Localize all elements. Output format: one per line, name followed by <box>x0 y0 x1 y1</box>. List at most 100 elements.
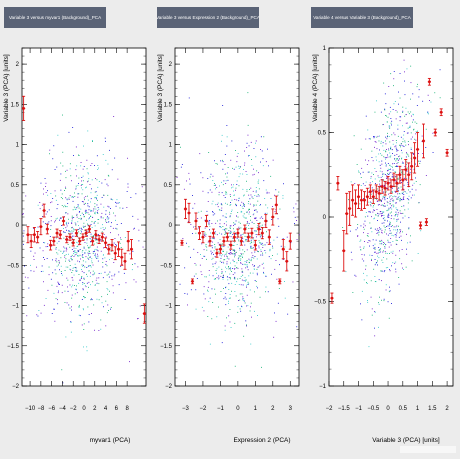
scatter-point <box>363 248 364 249</box>
scatter-point <box>400 120 401 121</box>
scatter-point <box>109 150 110 151</box>
scatter-point <box>263 263 264 264</box>
scatter-point <box>386 149 387 150</box>
scatter-point <box>194 276 195 277</box>
scatter-point <box>125 237 126 238</box>
scatter-point <box>47 243 48 244</box>
scatter-point <box>206 259 207 260</box>
scatter-point <box>371 151 372 152</box>
scatter-point <box>74 285 75 286</box>
scatter-point <box>130 253 131 254</box>
scatter-point <box>383 196 384 197</box>
scatter-point <box>396 235 397 236</box>
scatter-point <box>263 158 264 159</box>
scatter-point <box>232 238 233 239</box>
scatter-point <box>238 200 239 201</box>
scatter-point <box>228 247 229 248</box>
scatter-point <box>234 291 235 292</box>
scatter-point <box>223 298 224 299</box>
scatter-point <box>226 228 227 229</box>
scatter-point <box>406 193 407 194</box>
scatter-point <box>236 252 237 253</box>
scatter-point <box>249 155 250 156</box>
scatter-point <box>266 276 267 277</box>
scatter-point <box>95 256 96 257</box>
scatter-point <box>420 161 421 162</box>
scatter-point <box>262 151 263 152</box>
scatter-point <box>407 153 408 154</box>
scatter-point <box>201 211 202 212</box>
scatter-point <box>46 298 47 299</box>
scatter-point <box>61 197 62 198</box>
scatter-point <box>402 107 403 108</box>
scatter-point <box>226 180 227 181</box>
scatter-point <box>70 265 71 266</box>
scatter-point <box>250 236 251 237</box>
scatter-point <box>396 237 397 238</box>
scatter-point <box>271 219 272 220</box>
scatter-point <box>84 166 85 167</box>
scatter-point <box>221 256 222 257</box>
plot-3: −2 −1.5 −1 −0.5 0 0.5 1 1.5 2−1−0.500.51Variable… <box>312 46 453 444</box>
scatter-point <box>389 153 390 154</box>
scatter-point <box>74 196 75 197</box>
scatter-point <box>256 234 257 235</box>
scatter-point <box>247 143 248 144</box>
scatter-point <box>76 267 77 268</box>
scatter-point <box>209 222 210 223</box>
scatter-point <box>242 257 243 258</box>
scatter-point <box>36 267 37 268</box>
scatter-point <box>389 247 390 248</box>
scatter-point <box>280 209 281 210</box>
scatter-point <box>371 259 372 260</box>
scatter-point <box>254 311 255 312</box>
scatter-point <box>75 224 76 225</box>
scatter-point <box>30 265 31 266</box>
scatter-point <box>398 219 399 220</box>
scatter-point <box>402 162 403 163</box>
scatter-point <box>234 231 235 232</box>
scatter-point <box>374 276 375 277</box>
scatter-point <box>75 225 76 226</box>
scatter-point <box>231 225 232 226</box>
scatter-point <box>387 217 388 218</box>
scatter-point <box>223 288 224 289</box>
scatter-point <box>403 194 404 195</box>
scatter-point <box>94 223 95 224</box>
scatter-point <box>104 234 105 235</box>
profile-marker <box>285 260 288 263</box>
scatter-point <box>395 160 396 161</box>
scatter-point <box>428 95 429 96</box>
profile-marker <box>104 241 107 244</box>
scatter-point <box>256 209 257 210</box>
scatter-point <box>85 196 86 197</box>
scatter-point <box>218 203 219 204</box>
scatter-point <box>240 228 241 229</box>
scatter-point <box>233 184 234 185</box>
scatter-point <box>101 216 102 217</box>
scatter-point <box>370 241 371 242</box>
scatter-point <box>239 248 240 249</box>
scatter-point <box>130 197 131 198</box>
scatter-point <box>396 219 397 220</box>
scatter-point <box>373 210 374 211</box>
scatter-point <box>76 268 77 269</box>
scatter-point <box>225 304 226 305</box>
scatter-point <box>76 248 77 249</box>
scatter-point <box>408 190 409 191</box>
scatter-point <box>231 232 232 233</box>
scatter-point <box>256 248 257 249</box>
scatter-point <box>98 234 99 235</box>
profile-marker <box>127 240 130 243</box>
scatter-point <box>255 256 256 257</box>
scatter-point <box>235 265 236 266</box>
scatter-point <box>376 137 377 138</box>
scatter-point <box>379 161 380 162</box>
scatter-point <box>278 303 279 304</box>
scatter-point <box>64 205 65 206</box>
scatter-point <box>247 191 248 192</box>
scatter-point <box>230 270 231 271</box>
scatter-point <box>231 283 232 284</box>
scatter-point <box>379 184 380 185</box>
scatter-point <box>67 170 68 171</box>
